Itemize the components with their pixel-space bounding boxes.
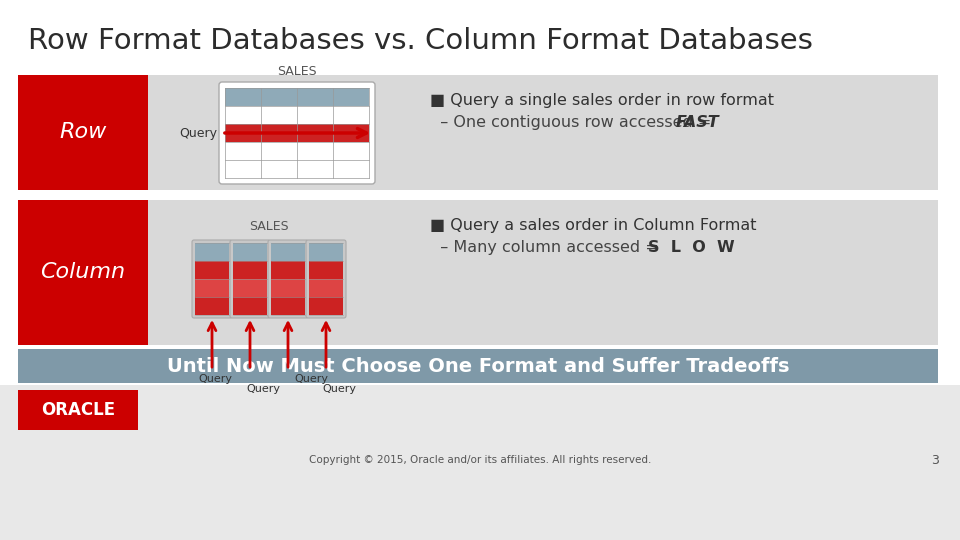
FancyBboxPatch shape — [309, 243, 343, 261]
FancyBboxPatch shape — [233, 279, 267, 297]
Text: Until Now Must Choose One Format and Suffer Tradeoffs: Until Now Must Choose One Format and Suf… — [167, 356, 789, 375]
Text: Row: Row — [60, 123, 107, 143]
Text: Row Format Databases vs. Column Format Databases: Row Format Databases vs. Column Format D… — [28, 27, 813, 55]
Text: FAST: FAST — [676, 115, 720, 130]
Bar — [225, 142, 369, 160]
FancyBboxPatch shape — [271, 243, 305, 261]
Text: – Many column accessed =: – Many column accessed = — [430, 240, 664, 255]
Text: Column: Column — [40, 262, 126, 282]
FancyBboxPatch shape — [233, 261, 267, 279]
Text: Copyright © 2015, Oracle and/or its affiliates. All rights reserved.: Copyright © 2015, Oracle and/or its affi… — [309, 455, 651, 465]
Text: SALES: SALES — [250, 220, 289, 233]
FancyBboxPatch shape — [195, 279, 229, 297]
Text: Query: Query — [246, 384, 280, 394]
Bar — [18, 349, 938, 383]
Bar — [225, 106, 369, 124]
FancyBboxPatch shape — [18, 200, 938, 345]
FancyBboxPatch shape — [268, 240, 308, 318]
Bar — [18, 390, 138, 430]
Text: ORACLE: ORACLE — [41, 401, 115, 419]
Bar — [225, 88, 369, 106]
FancyBboxPatch shape — [306, 240, 346, 318]
Bar — [18, 200, 148, 345]
FancyBboxPatch shape — [195, 261, 229, 279]
Text: ■ Query a single sales order in row format: ■ Query a single sales order in row form… — [430, 93, 774, 108]
Text: – One contiguous row accessed =: – One contiguous row accessed = — [430, 115, 716, 130]
FancyBboxPatch shape — [233, 297, 267, 315]
FancyBboxPatch shape — [309, 297, 343, 315]
Text: 3: 3 — [931, 454, 939, 467]
FancyBboxPatch shape — [271, 279, 305, 297]
FancyBboxPatch shape — [271, 297, 305, 315]
Bar — [225, 124, 369, 142]
FancyBboxPatch shape — [219, 82, 375, 184]
FancyBboxPatch shape — [18, 75, 938, 190]
FancyBboxPatch shape — [233, 243, 267, 261]
Text: S  L  O  W: S L O W — [648, 240, 734, 255]
FancyBboxPatch shape — [230, 240, 270, 318]
Bar — [0, 385, 960, 540]
FancyBboxPatch shape — [195, 297, 229, 315]
Text: SALES: SALES — [277, 65, 317, 78]
Text: Query: Query — [179, 126, 217, 139]
FancyBboxPatch shape — [192, 240, 232, 318]
FancyBboxPatch shape — [309, 261, 343, 279]
Text: Query: Query — [322, 384, 356, 394]
Text: Query: Query — [198, 374, 232, 384]
FancyBboxPatch shape — [309, 279, 343, 297]
FancyBboxPatch shape — [195, 243, 229, 261]
Text: Query: Query — [294, 374, 328, 384]
FancyBboxPatch shape — [271, 261, 305, 279]
Bar — [225, 160, 369, 178]
Text: ■ Query a sales order in Column Format: ■ Query a sales order in Column Format — [430, 218, 756, 233]
Bar — [18, 75, 148, 190]
